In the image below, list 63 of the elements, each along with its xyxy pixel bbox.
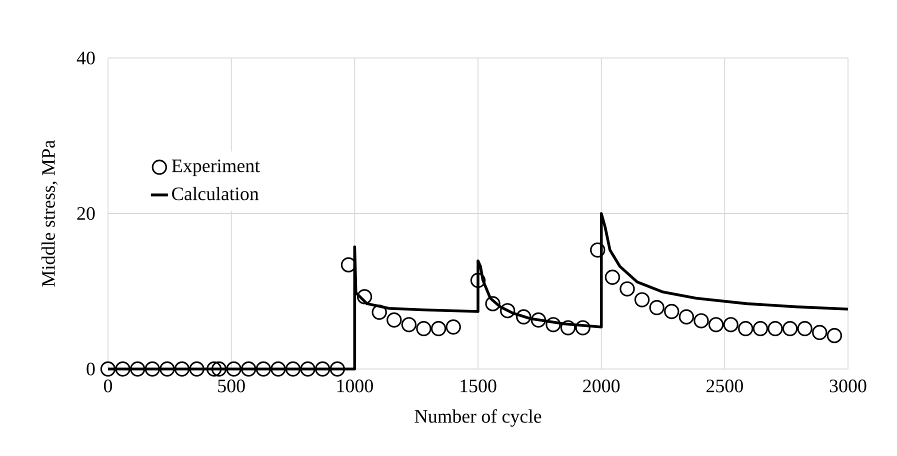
point <box>206 361 222 377</box>
legend-label: Experiment <box>172 159 260 176</box>
point <box>708 317 724 332</box>
point <box>130 361 146 377</box>
point <box>470 272 486 288</box>
point <box>115 361 130 377</box>
point <box>372 304 387 320</box>
x-tick-label: 500 <box>218 380 245 392</box>
point <box>485 296 500 312</box>
y-tick-label: 20 <box>77 207 95 220</box>
x-tick-label: 2500 <box>706 380 743 392</box>
point <box>100 361 116 377</box>
point <box>604 270 620 285</box>
point <box>752 320 768 336</box>
point <box>330 361 346 377</box>
point <box>516 309 532 325</box>
point <box>401 317 417 332</box>
point <box>189 361 204 377</box>
point <box>768 320 783 336</box>
x-tick-label: 2000 <box>583 380 620 392</box>
legend-label: Calculation <box>172 186 259 200</box>
y-tick-label: 40 <box>76 52 95 64</box>
point <box>241 361 256 377</box>
y-tick-label: 0 <box>86 362 95 376</box>
point <box>211 361 227 377</box>
point <box>546 317 561 332</box>
x-tick-label: 1000 <box>337 380 373 392</box>
point <box>416 320 432 336</box>
point <box>270 361 286 377</box>
point <box>664 304 680 320</box>
point <box>256 361 272 377</box>
point <box>300 361 316 377</box>
point <box>812 324 828 340</box>
point <box>285 361 301 377</box>
point <box>723 317 738 332</box>
point <box>356 289 372 304</box>
point <box>226 361 242 377</box>
x-tick-label: 1500 <box>460 380 496 392</box>
point <box>386 312 402 328</box>
x-tick-label: 0 <box>104 380 112 392</box>
point <box>797 320 812 336</box>
point <box>678 309 694 325</box>
point <box>560 320 576 336</box>
point <box>590 242 606 258</box>
point <box>530 312 546 328</box>
point <box>144 361 160 377</box>
point <box>315 361 330 377</box>
point <box>782 320 798 336</box>
point <box>738 320 754 336</box>
point <box>620 281 635 297</box>
point <box>160 361 175 377</box>
point <box>649 300 664 316</box>
y-axis-title: Middle stress, MPa <box>41 140 58 287</box>
x-axis-title: Number of cycle <box>414 409 542 427</box>
point <box>694 313 709 328</box>
point <box>500 303 516 318</box>
x-tick-label: 3000 <box>830 380 866 392</box>
point <box>430 320 446 336</box>
point <box>634 292 650 308</box>
point <box>575 320 590 336</box>
point <box>826 328 842 344</box>
point <box>446 319 461 335</box>
point <box>174 361 190 377</box>
